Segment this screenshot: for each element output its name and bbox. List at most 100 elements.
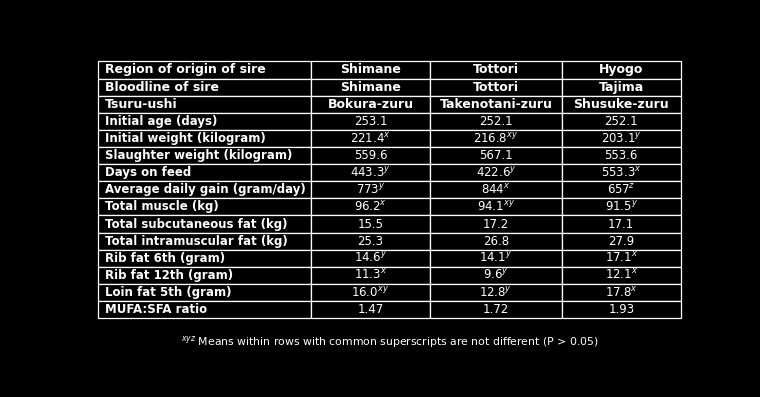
Bar <box>430 96 562 113</box>
Text: 773$^y$: 773$^y$ <box>356 183 385 197</box>
Text: Rib fat 6th (gram): Rib fat 6th (gram) <box>105 252 225 265</box>
Text: 422.6$^y$: 422.6$^y$ <box>476 166 516 180</box>
Bar <box>562 267 681 284</box>
Text: 221.4$^x$: 221.4$^x$ <box>350 131 391 145</box>
Bar <box>430 198 562 216</box>
Text: 16.0$^{xy}$: 16.0$^{xy}$ <box>351 285 390 299</box>
Text: 559.6: 559.6 <box>354 149 388 162</box>
Bar <box>311 62 430 79</box>
Text: 27.9: 27.9 <box>608 235 635 248</box>
Text: 443.3$^y$: 443.3$^y$ <box>350 166 391 180</box>
Bar <box>311 164 430 181</box>
Text: Tottori: Tottori <box>473 64 519 77</box>
Bar <box>311 267 430 284</box>
Bar <box>562 198 681 216</box>
Text: 567.1: 567.1 <box>479 149 513 162</box>
Text: 91.5$^y$: 91.5$^y$ <box>605 200 638 214</box>
Bar <box>98 147 311 164</box>
Text: Bloodline of sire: Bloodline of sire <box>105 81 219 94</box>
Bar <box>98 216 311 233</box>
Text: 15.5: 15.5 <box>357 218 384 231</box>
Text: 844$^x$: 844$^x$ <box>481 183 511 197</box>
Text: 216.8$^{xy}$: 216.8$^{xy}$ <box>473 131 518 145</box>
Bar <box>311 233 430 250</box>
Text: 14.1$^y$: 14.1$^y$ <box>480 251 512 265</box>
Text: Total subcutaneous fat (kg): Total subcutaneous fat (kg) <box>105 218 287 231</box>
Bar <box>430 301 562 318</box>
Text: 25.3: 25.3 <box>357 235 384 248</box>
Text: 12.8$^y$: 12.8$^y$ <box>480 285 512 299</box>
Bar <box>430 164 562 181</box>
Text: 1.72: 1.72 <box>483 303 509 316</box>
Bar <box>311 79 430 96</box>
Text: Bokura-zuru: Bokura-zuru <box>328 98 413 111</box>
Bar <box>430 130 562 147</box>
Text: 553.6: 553.6 <box>605 149 638 162</box>
Bar <box>562 147 681 164</box>
Bar <box>311 130 430 147</box>
Bar <box>311 113 430 130</box>
Text: 17.8$^x$: 17.8$^x$ <box>605 285 638 299</box>
Bar <box>562 301 681 318</box>
Bar <box>430 233 562 250</box>
Bar <box>562 181 681 198</box>
Text: Shimane: Shimane <box>340 64 401 77</box>
Text: Hyogo: Hyogo <box>599 64 644 77</box>
Text: 1.93: 1.93 <box>608 303 635 316</box>
Text: 17.2: 17.2 <box>483 218 509 231</box>
Text: 96.2$^x$: 96.2$^x$ <box>354 200 387 214</box>
Bar <box>98 267 311 284</box>
Bar <box>98 301 311 318</box>
Bar <box>98 113 311 130</box>
Bar <box>98 181 311 198</box>
Bar <box>98 96 311 113</box>
Bar <box>98 62 311 79</box>
Text: Total muscle (kg): Total muscle (kg) <box>105 200 219 214</box>
Text: 253.1: 253.1 <box>354 115 388 128</box>
Text: Days on feed: Days on feed <box>105 166 192 179</box>
Text: Region of origin of sire: Region of origin of sire <box>105 64 266 77</box>
Bar <box>430 62 562 79</box>
Text: 1.47: 1.47 <box>357 303 384 316</box>
Text: 14.6$^y$: 14.6$^y$ <box>354 251 387 265</box>
Text: 11.3$^x$: 11.3$^x$ <box>354 268 387 282</box>
Text: 252.1: 252.1 <box>479 115 513 128</box>
Bar <box>562 130 681 147</box>
Text: Initial age (days): Initial age (days) <box>105 115 217 128</box>
Text: Shimane: Shimane <box>340 81 401 94</box>
Text: Rib fat 12th (gram): Rib fat 12th (gram) <box>105 269 233 282</box>
Bar <box>311 147 430 164</box>
Bar <box>562 284 681 301</box>
Bar <box>430 267 562 284</box>
Bar <box>562 250 681 267</box>
Bar <box>311 216 430 233</box>
Text: Initial weight (kilogram): Initial weight (kilogram) <box>105 132 266 145</box>
Text: 94.1$^{xy}$: 94.1$^{xy}$ <box>477 200 515 214</box>
Bar <box>562 79 681 96</box>
Text: Tsuru-ushi: Tsuru-ushi <box>105 98 178 111</box>
Text: Tottori: Tottori <box>473 81 519 94</box>
Text: 553.3$^x$: 553.3$^x$ <box>601 166 641 180</box>
Bar <box>311 284 430 301</box>
Text: 17.1: 17.1 <box>608 218 635 231</box>
Bar <box>562 216 681 233</box>
Bar <box>311 198 430 216</box>
Bar <box>98 79 311 96</box>
Bar <box>430 181 562 198</box>
Text: 26.8: 26.8 <box>483 235 509 248</box>
Bar <box>562 164 681 181</box>
Text: 12.1$^x$: 12.1$^x$ <box>605 268 638 282</box>
Bar <box>430 250 562 267</box>
Bar <box>98 233 311 250</box>
Bar <box>430 147 562 164</box>
Text: 9.6$^y$: 9.6$^y$ <box>483 268 508 282</box>
Bar <box>98 198 311 216</box>
Bar <box>430 113 562 130</box>
Bar <box>430 284 562 301</box>
Text: 17.1$^x$: 17.1$^x$ <box>605 251 638 265</box>
Text: Loin fat 5th (gram): Loin fat 5th (gram) <box>105 286 232 299</box>
Bar <box>562 96 681 113</box>
Bar <box>311 181 430 198</box>
Bar <box>98 130 311 147</box>
Text: 657$^z$: 657$^z$ <box>607 183 635 197</box>
